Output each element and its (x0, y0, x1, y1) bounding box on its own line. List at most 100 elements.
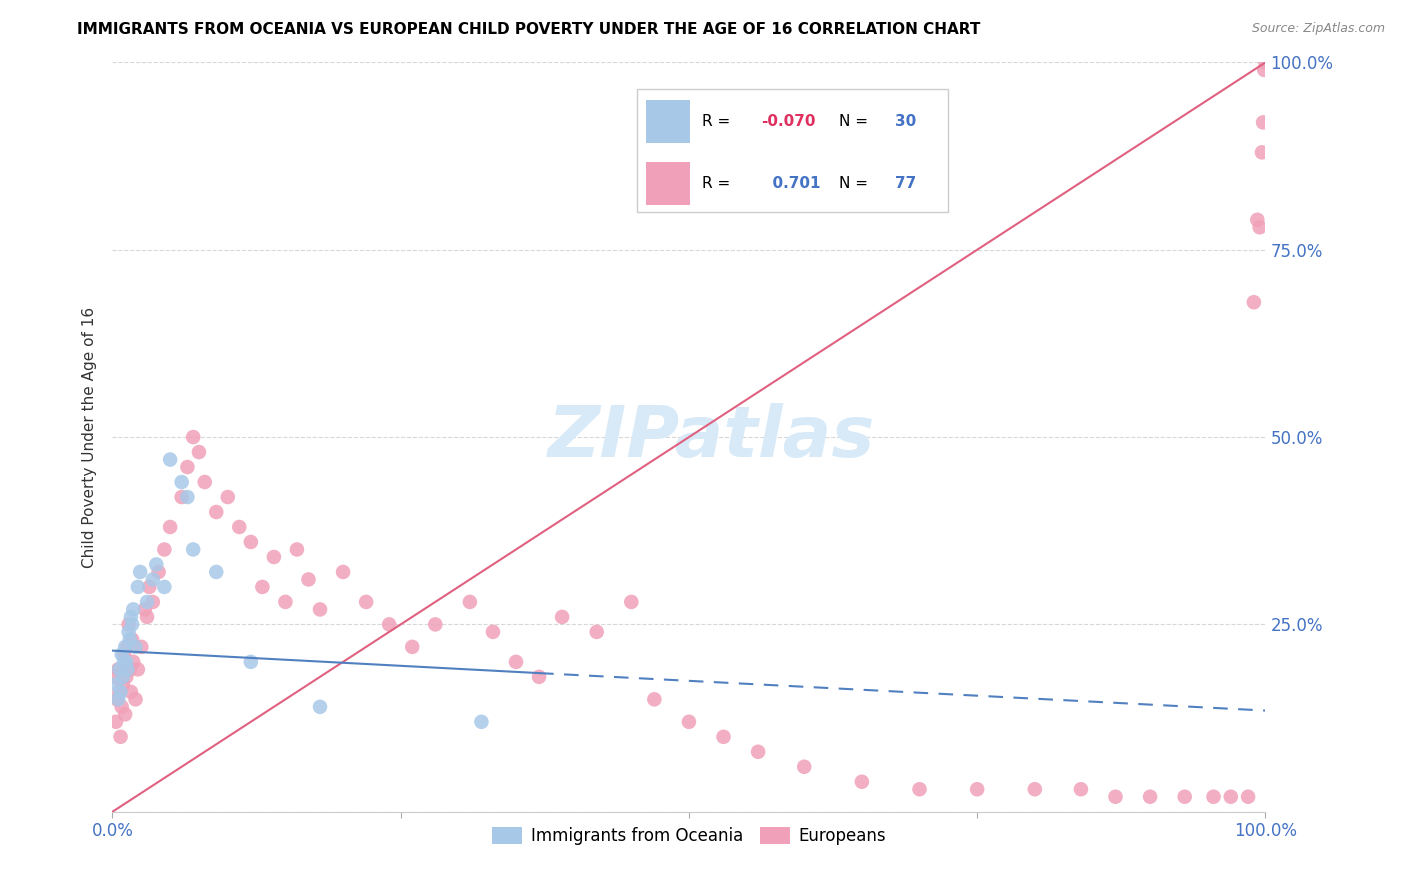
Point (747, 745, 769, 759)
Text: IMMIGRANTS FROM OCEANIA VS EUROPEAN CHILD POVERTY UNDER THE AGE OF 16 CORRELATIO: IMMIGRANTS FROM OCEANIA VS EUROPEAN CHIL… (77, 22, 981, 37)
Point (309, 699, 332, 714)
Point (505, 655, 527, 669)
Point (263, 549, 285, 564)
Point (138, 580, 160, 594)
Point (124, 692, 146, 706)
Point (134, 602, 156, 616)
Point (121, 632, 143, 647)
Point (107, 662, 129, 676)
Point (104, 670, 127, 684)
Point (332, 565, 354, 579)
Point (297, 573, 319, 587)
Point (136, 595, 159, 609)
Point (309, 602, 332, 616)
Text: Source: ZipAtlas.com: Source: ZipAtlas.com (1251, 22, 1385, 36)
Point (148, 565, 170, 579)
Point (643, 692, 665, 706)
Point (115, 670, 138, 684)
Point (194, 475, 217, 489)
Point (159, 520, 181, 534)
Point (111, 648, 134, 662)
Point (127, 662, 149, 676)
Point (551, 610, 574, 624)
Point (170, 490, 193, 504)
Point (107, 692, 129, 706)
Point (117, 662, 139, 676)
Point (136, 610, 159, 624)
Point (121, 617, 143, 632)
Point (1249, 220, 1271, 235)
Point (104, 677, 127, 691)
Point (112, 648, 135, 662)
Point (111, 677, 134, 691)
Point (908, 782, 931, 797)
Point (120, 610, 142, 624)
Point (145, 558, 167, 572)
Point (153, 542, 176, 557)
Point (118, 632, 141, 647)
Point (108, 662, 131, 676)
Point (1237, 789, 1260, 804)
Point (122, 602, 145, 616)
Text: ZIPatlas: ZIPatlas (548, 402, 876, 472)
Point (205, 505, 228, 519)
Point (378, 617, 401, 632)
Point (176, 490, 198, 504)
Point (239, 655, 262, 669)
Point (142, 595, 165, 609)
Point (1070, 782, 1092, 797)
Point (205, 565, 228, 579)
Point (713, 730, 735, 744)
Point (115, 655, 138, 669)
Point (105, 692, 128, 706)
Point (181, 542, 204, 557)
Point (176, 460, 198, 475)
Point (110, 730, 132, 744)
Point (181, 430, 204, 444)
Point (1219, 789, 1241, 804)
Y-axis label: Child Poverty Under the Age of 16: Child Poverty Under the Age of 16 (82, 307, 97, 567)
Point (1253, 62, 1275, 77)
Point (1104, 789, 1126, 804)
Point (1139, 789, 1161, 804)
Point (117, 624, 139, 639)
Point (110, 685, 132, 699)
Point (851, 774, 873, 789)
Point (111, 699, 134, 714)
Point (793, 760, 815, 774)
Point (120, 685, 142, 699)
Point (1202, 789, 1225, 804)
Point (170, 475, 193, 489)
Point (118, 662, 141, 676)
Point (114, 707, 136, 722)
Point (159, 452, 181, 467)
Point (678, 714, 700, 729)
Point (122, 655, 145, 669)
Point (274, 595, 297, 609)
Point (239, 535, 262, 549)
Point (1251, 145, 1274, 160)
Point (482, 624, 505, 639)
Legend: Immigrants from Oceania, Europeans: Immigrants from Oceania, Europeans (485, 821, 893, 852)
Point (112, 655, 135, 669)
Point (252, 580, 274, 594)
Point (104, 714, 127, 729)
Point (585, 624, 607, 639)
Point (470, 714, 492, 729)
Point (114, 640, 136, 654)
Point (117, 640, 139, 654)
Point (117, 617, 139, 632)
Point (142, 573, 165, 587)
Point (966, 782, 988, 797)
Point (129, 565, 152, 579)
Point (458, 595, 481, 609)
Point (129, 640, 153, 654)
Point (1246, 212, 1268, 227)
Point (285, 542, 308, 557)
Point (111, 670, 134, 684)
Point (1254, 55, 1277, 70)
Point (1251, 115, 1274, 129)
Point (153, 580, 176, 594)
Point (217, 490, 239, 504)
Point (620, 595, 643, 609)
